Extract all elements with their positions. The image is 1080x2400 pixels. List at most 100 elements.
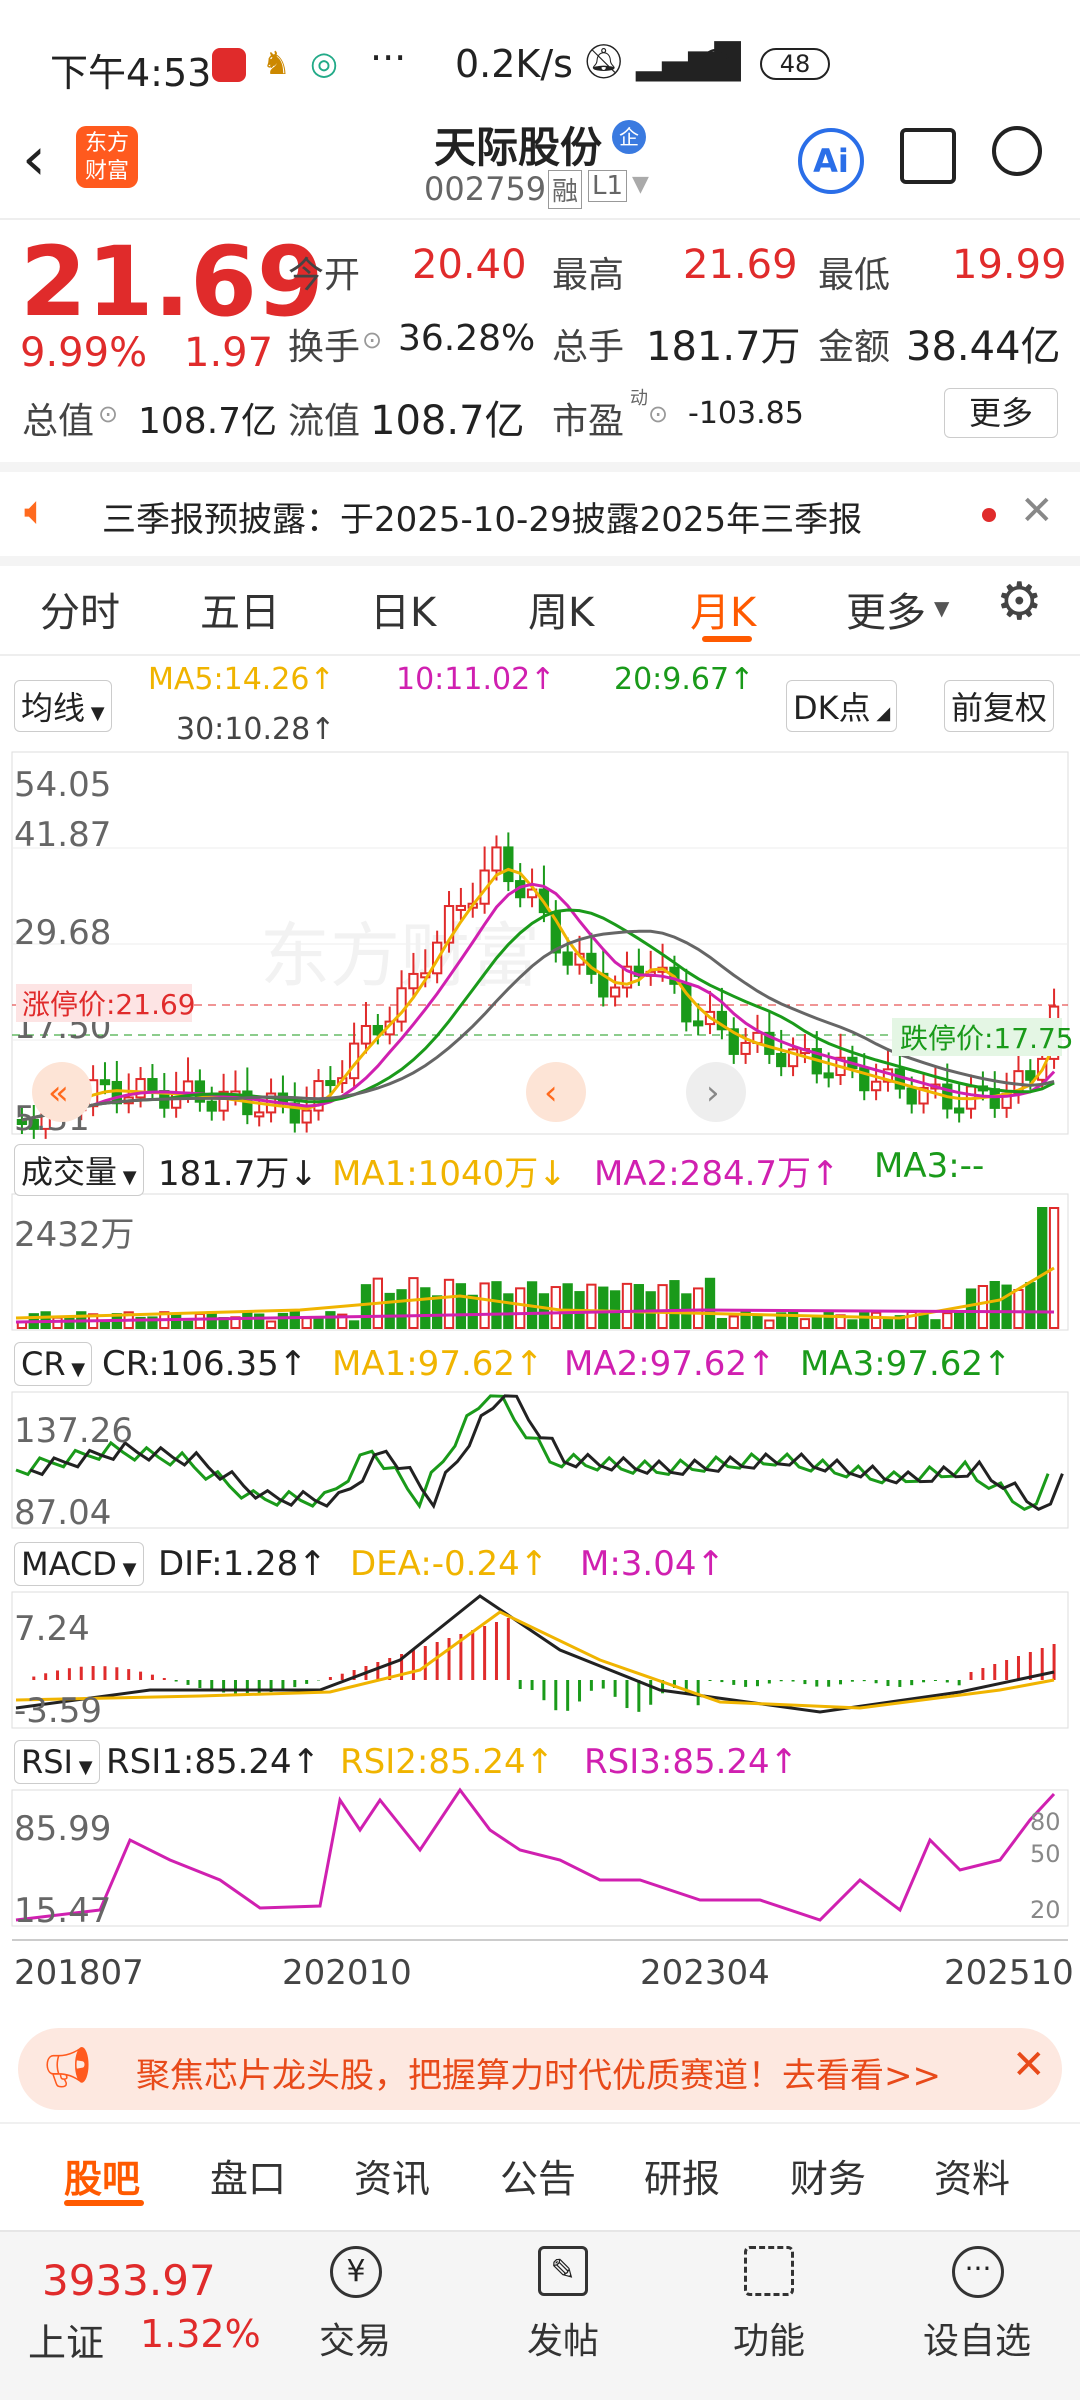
volume-bar xyxy=(147,1316,158,1330)
promo-banner[interactable]: 📢︎ 聚焦芯片龙头股，把握算力时代优质赛道！去看看>> ✕ xyxy=(18,2028,1062,2110)
volume-bar xyxy=(586,1283,597,1329)
macd-select[interactable]: MACD ▼ xyxy=(14,1542,144,1586)
info-icon[interactable]: ⊙ xyxy=(362,326,383,354)
level-tag[interactable]: L1 xyxy=(588,170,628,202)
search-icon[interactable] xyxy=(992,126,1042,176)
index-value[interactable]: 3933.97 xyxy=(42,2256,216,2305)
tab-gonggao[interactable]: 公告 xyxy=(500,2157,577,2201)
tab-caiwu[interactable]: 财务 xyxy=(790,2157,867,2201)
volume-select[interactable]: 成交量 ▼ xyxy=(14,1144,144,1196)
tab-fenshi[interactable]: 分时 xyxy=(40,590,120,636)
nav-add-favorite[interactable]: 设自选 xyxy=(922,2321,1031,2362)
rsi-axis-label: 85.99 xyxy=(14,1809,111,1849)
volume-bar xyxy=(337,1313,348,1329)
scroll-left-button[interactable] xyxy=(32,1062,92,1122)
nav-post[interactable]: 发帖 xyxy=(526,2321,599,2362)
candle-body xyxy=(764,1031,775,1055)
prev-button[interactable] xyxy=(526,1062,586,1122)
volume-bar xyxy=(538,1293,550,1329)
nav-trade[interactable]: 交易 xyxy=(318,2321,391,2362)
volume-bar xyxy=(704,1277,716,1329)
double-chevron-left-icon[interactable]: « xyxy=(48,1073,69,1113)
volume-bar xyxy=(609,1290,621,1329)
candle-body xyxy=(491,846,502,872)
candle-body xyxy=(218,1090,229,1112)
wifi-icon: ◠ xyxy=(700,40,732,81)
unread-dot xyxy=(982,508,996,522)
volume-bar xyxy=(1001,1284,1012,1329)
turnover-label: 换手 xyxy=(288,327,361,368)
chevron-right-icon[interactable]: › xyxy=(706,1073,720,1113)
index-name: 上证 xyxy=(28,2321,105,2365)
volume-bar xyxy=(859,1312,870,1330)
tab-zixun[interactable]: 资讯 xyxy=(354,2157,431,2201)
volume-bar xyxy=(716,1317,728,1330)
price-axis-label: 41.87 xyxy=(14,815,111,855)
volume-bar xyxy=(977,1285,989,1330)
dk-label: DK点 xyxy=(793,689,871,727)
tab-yuek[interactable]: 月K xyxy=(690,590,757,636)
post-icon[interactable]: ✎ xyxy=(538,2246,588,2296)
tab-yanbao[interactable]: 研报 xyxy=(644,2157,721,2201)
ma-line xyxy=(21,882,1056,1122)
ai-assistant-button[interactable]: Ai xyxy=(798,128,864,194)
candle-body xyxy=(621,965,633,989)
tab-pankou[interactable]: 盘口 xyxy=(210,2157,287,2201)
low-value: 19.99 xyxy=(952,242,1067,288)
settings-icon[interactable]: ⚙ xyxy=(996,572,1043,632)
tab-more[interactable]: 更多 xyxy=(846,590,926,636)
share-icon[interactable] xyxy=(900,128,956,184)
tab-rik[interactable]: 日K xyxy=(370,590,437,636)
rsi-axis-label: 15.47 xyxy=(14,1891,111,1931)
volume-bar xyxy=(396,1289,407,1330)
volume-bar xyxy=(799,1318,811,1329)
more-quote-button[interactable]: 更多 xyxy=(944,388,1058,438)
volume-bar xyxy=(99,1320,111,1330)
rsi-select[interactable]: RSI ▼ xyxy=(14,1740,100,1784)
chevron-down-icon[interactable]: ▼ xyxy=(632,172,649,197)
app-notification-icon xyxy=(212,48,246,82)
info-icon[interactable]: ⊙ xyxy=(648,400,669,428)
candle-body xyxy=(989,1088,1000,1109)
function-icon[interactable] xyxy=(744,2246,794,2296)
ma-select[interactable]: 均线 ▼ xyxy=(14,680,112,732)
speaker-icon: 🔈︎ xyxy=(24,488,48,534)
next-button[interactable] xyxy=(686,1062,746,1122)
back-icon[interactable]: ‹ xyxy=(22,124,46,194)
notice-bar[interactable]: 🔈︎ 三季报预披露：于2025-10-29披露2025年三季报 ✕ xyxy=(0,462,1080,556)
volume-bar xyxy=(728,1315,739,1329)
ma-select-label: 均线 xyxy=(21,689,86,727)
tab-guba[interactable]: 股吧 xyxy=(64,2157,141,2201)
volume-bar xyxy=(965,1288,977,1330)
amount-label: 金额 xyxy=(818,327,891,368)
tab-wuri[interactable]: 五日 xyxy=(200,590,280,636)
adjust-button[interactable]: 前复权 xyxy=(944,680,1055,732)
wechat-icon: ◎ xyxy=(310,44,338,82)
volume-bar xyxy=(1048,1207,1060,1329)
promo-text: 聚焦芯片龙头股，把握算力时代优质赛道！去看看>> xyxy=(136,2056,941,2096)
volume-bar xyxy=(942,1312,953,1329)
volume-bar xyxy=(432,1295,443,1329)
float-label: 流值 xyxy=(288,401,361,442)
nav-function[interactable]: 功能 xyxy=(732,2321,805,2362)
cr-select[interactable]: CR ▼ xyxy=(14,1342,93,1386)
volume-bar xyxy=(954,1311,965,1329)
add-favorite-icon[interactable]: ··· xyxy=(952,2246,1004,2298)
cr-select-label: CR xyxy=(21,1345,66,1383)
close-icon[interactable]: ✕ xyxy=(1012,2042,1046,2088)
rsi2-value: RSI2:85.24↑ xyxy=(340,1742,555,1782)
candle-body xyxy=(360,1024,372,1045)
trade-icon[interactable]: ¥ xyxy=(330,2246,382,2298)
close-icon[interactable]: ✕ xyxy=(1020,488,1054,534)
candle-body xyxy=(194,1080,206,1103)
chevron-left-icon[interactable]: ‹ xyxy=(544,1073,558,1113)
info-icon[interactable]: ⊙ xyxy=(98,400,119,428)
tab-ziliao[interactable]: 资料 xyxy=(934,2157,1011,2201)
volume-bar xyxy=(776,1312,787,1329)
pe-label: 市盈 xyxy=(552,401,625,442)
macd-dif: DIF:1.28↑ xyxy=(158,1544,327,1584)
dk-point-button[interactable]: DK点 ◢ xyxy=(786,680,898,732)
kline-chart[interactable]: 东方财富 54.05 41.87 29.68 17.50 5.31 涨停价:21… xyxy=(0,740,1080,2020)
tab-zhouk[interactable]: 周K xyxy=(528,590,595,636)
volume-bar xyxy=(325,1311,336,1330)
